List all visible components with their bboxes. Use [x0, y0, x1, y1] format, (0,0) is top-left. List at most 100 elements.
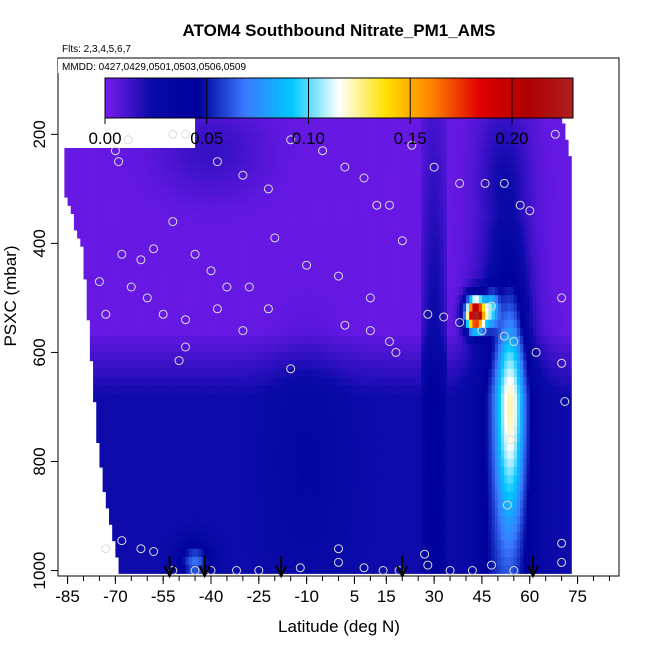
heatmap-cell [367, 458, 371, 468]
heatmap-cell [236, 524, 241, 533]
heatmap-cell [201, 147, 206, 157]
heatmap-cell [351, 532, 356, 542]
heatmap-cell [284, 147, 289, 157]
heatmap-cell [344, 319, 349, 329]
heatmap-cell [169, 303, 174, 313]
heatmap-cell [335, 287, 340, 296]
heatmap-cell [316, 188, 320, 198]
heatmap-cell [322, 237, 327, 247]
heatmap-cell [204, 139, 209, 149]
heatmap-cell [348, 172, 352, 182]
heatmap-cell [281, 507, 285, 517]
heatmap-cell [316, 491, 320, 501]
heatmap-cell [303, 172, 308, 182]
heatmap-cell [325, 434, 330, 444]
heatmap-cell [166, 401, 171, 411]
heatmap-cell [211, 287, 215, 296]
heatmap-cell [233, 156, 238, 165]
heatmap-cell [185, 434, 190, 444]
heatmap-cell [150, 172, 155, 182]
heatmap-cell [354, 131, 359, 141]
heatmap-cell [185, 565, 190, 574]
heatmap-cell [217, 237, 222, 247]
heatmap-cell [96, 311, 101, 321]
heatmap-cell [140, 246, 145, 255]
heatmap-cell [195, 303, 199, 313]
heatmap-cell [351, 483, 356, 493]
heatmap-cell [262, 532, 266, 542]
heatmap-cell [160, 417, 164, 427]
heatmap-cell [319, 237, 324, 247]
heatmap-cell [379, 147, 384, 157]
heatmap-cell [319, 164, 324, 174]
heatmap-cell [179, 327, 183, 337]
heatmap-cell [118, 197, 123, 206]
heatmap-cell [246, 229, 250, 239]
heatmap-cell [131, 548, 136, 558]
heatmap-cell [137, 565, 142, 574]
heatmap-cell [246, 262, 250, 272]
heatmap-cell [357, 213, 362, 223]
heatmap-cell [262, 548, 266, 558]
heatmap-cell [220, 115, 225, 125]
heatmap-cell [118, 213, 123, 223]
heatmap-cell [172, 311, 177, 321]
heatmap-cell [188, 311, 193, 321]
heatmap-cell [367, 213, 371, 223]
heatmap-cell [105, 303, 110, 313]
heatmap-cell [217, 221, 222, 231]
heatmap-cell [341, 499, 346, 509]
heatmap-cell [239, 499, 244, 509]
heatmap-cell [373, 524, 378, 533]
heatmap-cell [198, 417, 203, 427]
heatmap-cell [341, 270, 346, 280]
heatmap-cell [277, 180, 282, 190]
heatmap-cell [265, 499, 269, 509]
heatmap-cell [293, 548, 298, 558]
heatmap-cell [325, 262, 330, 272]
heatmap-cell [105, 164, 110, 174]
heatmap-cell [236, 352, 241, 362]
heatmap-cell [373, 229, 378, 239]
heatmap-cell [182, 237, 187, 247]
heatmap-cell [99, 205, 104, 214]
heatmap-cell [198, 556, 203, 566]
heatmap-cell [252, 254, 257, 264]
heatmap-cell [262, 344, 266, 354]
heatmap-cell [214, 524, 218, 533]
heatmap-cell [198, 442, 203, 452]
heatmap-cell [118, 524, 123, 533]
heatmap-cell [322, 172, 327, 182]
heatmap-cell [137, 442, 142, 452]
heatmap-cell [354, 197, 359, 206]
heatmap-cell [300, 270, 305, 280]
heatmap-cell [102, 270, 107, 280]
heatmap-cell [316, 311, 320, 321]
heatmap-cell [370, 205, 375, 214]
heatmap-cell [348, 270, 352, 280]
heatmap-cell [166, 221, 171, 231]
heatmap-cell [201, 434, 206, 444]
heatmap-cell [379, 295, 384, 304]
heatmap-cell [77, 180, 81, 190]
heatmap-cell [179, 156, 183, 165]
heatmap-cell [354, 262, 359, 272]
heatmap-cell [246, 352, 250, 362]
heatmap-cell [335, 385, 340, 394]
heatmap-cell [313, 229, 317, 239]
heatmap-cell [348, 450, 352, 460]
heatmap-cell [357, 540, 362, 550]
heatmap-cell [115, 336, 120, 345]
heatmap-cell [233, 229, 238, 239]
heatmap-cell [319, 385, 324, 394]
heatmap-cell [239, 426, 244, 435]
heatmap-cell [268, 197, 273, 206]
heatmap-cell [281, 311, 285, 321]
heatmap-cell [281, 360, 285, 370]
heatmap-cell [277, 262, 282, 272]
heatmap-cell [252, 548, 257, 558]
heatmap-cell [325, 131, 330, 141]
heatmap-cell [105, 385, 110, 394]
heatmap-cell [379, 368, 384, 378]
heatmap-cell [357, 327, 362, 337]
